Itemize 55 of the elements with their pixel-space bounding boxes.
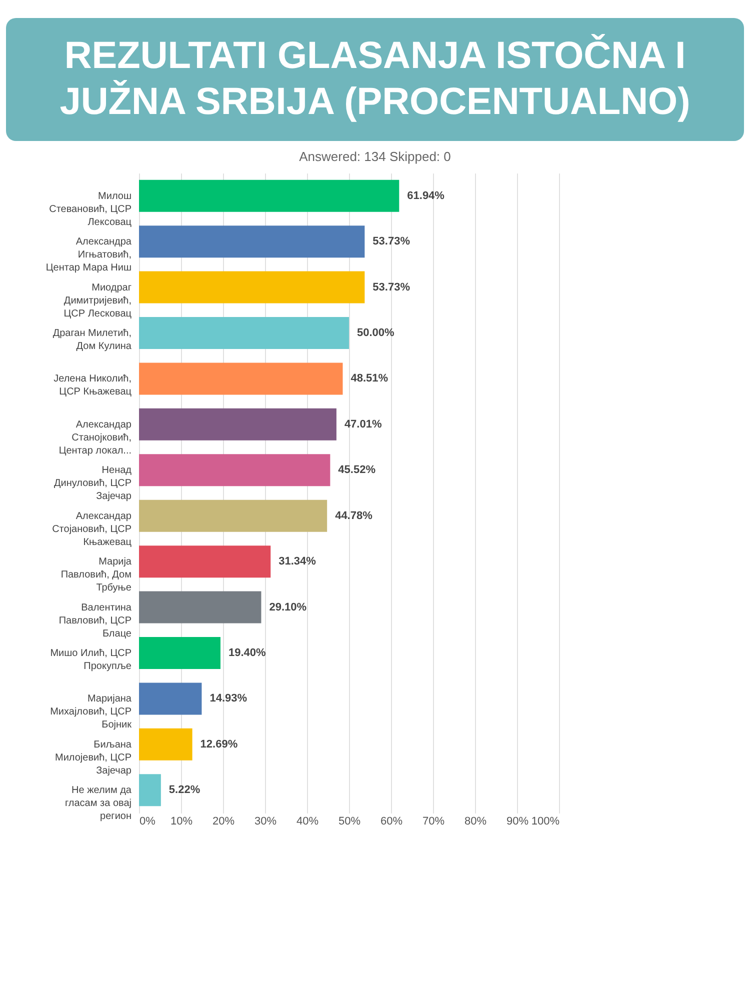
bar: [139, 682, 202, 715]
x-tick-label: 70%: [422, 816, 445, 828]
data-label: 5.22%: [168, 784, 200, 796]
bar: [139, 454, 330, 486]
x-tick-label: 0%: [140, 816, 156, 828]
data-label: 12.69%: [200, 738, 238, 751]
bar: [139, 500, 328, 532]
bar: [139, 180, 400, 212]
bar: [139, 408, 336, 441]
bar: [139, 774, 161, 806]
data-label: 50.00%: [357, 327, 395, 340]
x-tick-label: 10%: [170, 816, 193, 828]
y-tick-label: Александар Стојановић, ЦСР Књажевац: [52, 511, 132, 548]
chart-title: REZULTATI GLASANJA ISTOČNA I JUŽNA SRBIJA (PROCENTUALNO): [6, 18, 744, 142]
x-tick-label: 30%: [254, 816, 277, 828]
bar: [139, 637, 220, 670]
data-label: 47.01%: [344, 418, 382, 431]
y-tick-label: Биљана Милојевић, ЦСР Зајечар: [54, 740, 132, 777]
y-tick-label: Александра Игњатовић, Центар Мара Ниш: [46, 236, 132, 274]
x-tick-label: 60%: [380, 816, 403, 828]
data-label: 29.10%: [269, 601, 307, 614]
y-tick-label: Не желим да гласам за овај регион: [64, 785, 132, 822]
y-tick-label: Александар Станојковић, Центар локал...: [58, 420, 132, 457]
bar: [139, 362, 343, 395]
y-tick-label: Милош Стевановић, ЦСР Лексовац: [49, 191, 132, 228]
bar: [139, 591, 262, 624]
y-tick-label: Ненад Динуловић, ЦСР Зајечар: [54, 465, 132, 502]
data-label: 53.73%: [372, 236, 410, 248]
chart-subtitle: Answered: 134 Skipped: 0: [298, 149, 452, 164]
data-label: 14.93%: [210, 692, 248, 705]
data-label: 61.94%: [407, 190, 445, 202]
x-tick-label: 50%: [338, 816, 361, 828]
y-tick-label: Драган Милетић, Дом Кулина: [52, 328, 132, 352]
x-tick-label: 90%: [506, 816, 529, 828]
y-tick-label: Мишо Илић, ЦСР Прокупље: [50, 648, 132, 672]
data-label: 19.40%: [228, 647, 266, 660]
x-tick-label: 20%: [212, 816, 235, 828]
bar: [139, 226, 365, 258]
bar: [139, 271, 365, 304]
y-tick-label: Маријана Михајловић, ЦСР Бојник: [50, 694, 132, 731]
data-label: 44.78%: [335, 510, 373, 522]
data-label: 31.34%: [278, 556, 316, 568]
data-label: 48.51%: [350, 372, 388, 385]
data-label: 53.73%: [372, 281, 410, 294]
bar: [139, 546, 271, 578]
data-label: 45.52%: [338, 464, 376, 476]
y-tick-label: Јелена Николић, ЦСР Књажевац: [54, 374, 132, 398]
y-tick-label: Валентина Павловић, ЦСР Блаце: [58, 602, 132, 640]
bar: [139, 728, 192, 761]
bar: [139, 317, 349, 350]
x-tick-label: 100%: [531, 816, 560, 828]
y-tick-label: Миодраг Димитријевић, ЦСР Лесковац: [64, 282, 132, 320]
x-tick-label: 40%: [296, 816, 319, 828]
x-tick-label: 80%: [464, 816, 487, 828]
y-tick-label: Марија Павловић, Дом Трбуње: [60, 556, 132, 594]
